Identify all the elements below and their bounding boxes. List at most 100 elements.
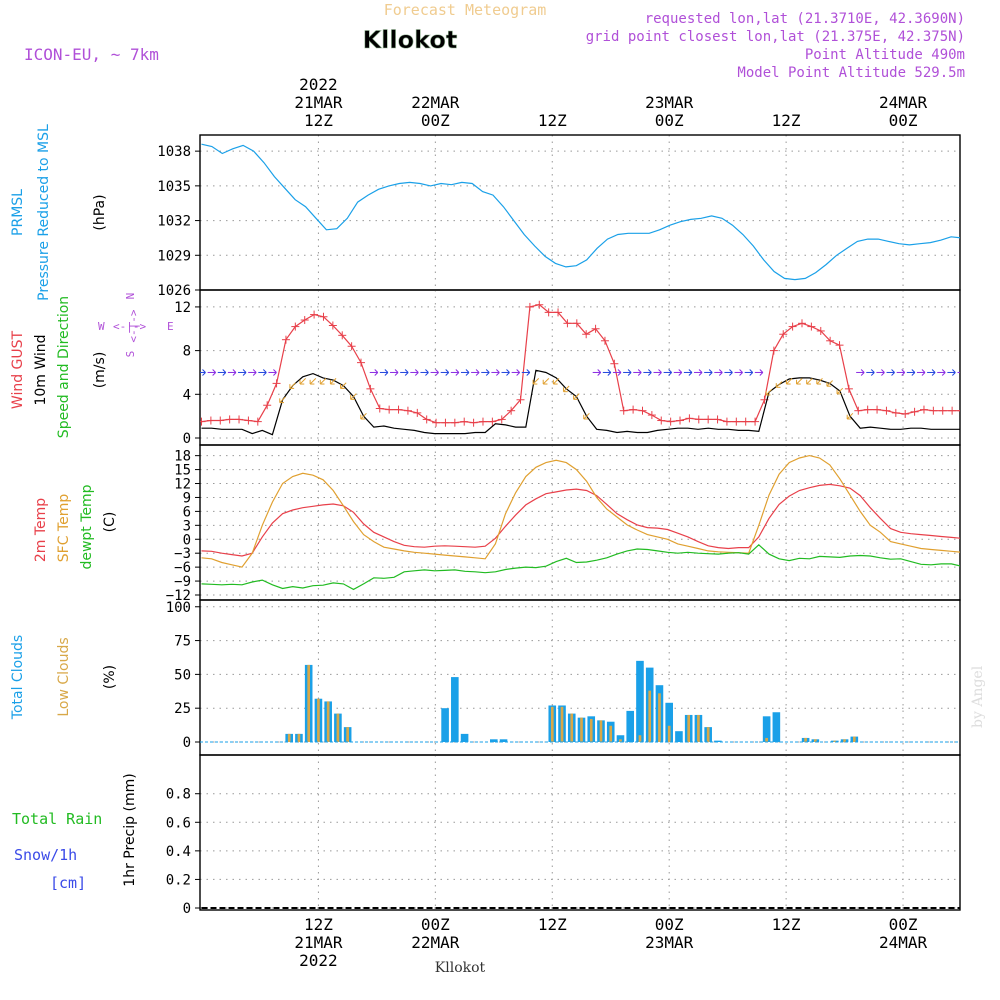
y-tick-label: −6 (174, 560, 191, 576)
wind-barb (299, 378, 307, 385)
bottom-time-label: 00Z (421, 915, 450, 934)
wind-barb (896, 369, 906, 376)
panel-data (200, 660, 960, 743)
wind-barb (826, 380, 833, 387)
wind-barb (846, 412, 854, 420)
gust-point (732, 417, 741, 426)
y-tick-label: 0 (183, 431, 191, 447)
wind-barb (856, 369, 865, 376)
top-time-label: 2022 (299, 75, 338, 94)
low-clouds-bar (687, 714, 691, 742)
gust-point (432, 418, 441, 427)
label-total-rain: Total Rain (12, 810, 102, 828)
panel-5: 0 0.2 0.4 0.6 0.8 Total Rain Snow/1h [cm] 1hr Pr… (12, 754, 961, 917)
wind-barb (511, 369, 520, 376)
gust-point (253, 417, 262, 426)
total-clouds-bar (490, 739, 498, 742)
y-tick-label: −3 (174, 546, 191, 562)
label-unit: (hPa) (92, 194, 108, 230)
gust-point (328, 321, 337, 330)
y-tick-label: −9 (174, 574, 191, 590)
y-tick-label: 0 (183, 532, 191, 548)
gust-point (272, 379, 281, 388)
low-clouds-bar (560, 706, 564, 742)
wind-barb (440, 369, 450, 376)
wind-barb (340, 382, 347, 389)
wind-barb (360, 412, 367, 420)
low-clouds-bar (599, 720, 603, 742)
gust-point (338, 331, 347, 340)
gust-point (582, 330, 591, 339)
gust-point (375, 404, 384, 413)
wind-barb (258, 369, 267, 376)
gust-point (291, 322, 300, 331)
wind-barb (532, 378, 540, 385)
low-clouds-bar (609, 725, 613, 742)
wind-barb (704, 369, 713, 376)
wind-barb (947, 369, 956, 376)
gust-point (610, 359, 619, 368)
wind-barb (886, 369, 895, 376)
gust-point (469, 418, 478, 427)
y-tick-label: 25 (174, 701, 191, 717)
bottom-time-label: 2022 (299, 951, 338, 970)
gust-point (460, 417, 469, 426)
y-tick-label: 12 (174, 477, 191, 493)
model-label: ICON-EU, ~ 7km (24, 45, 159, 64)
total-clouds-bar (665, 702, 673, 742)
bottom-time-label: 00Z (889, 915, 918, 934)
wind-barb (329, 378, 337, 385)
low-clouds-bar (697, 714, 700, 742)
wind-barb (694, 369, 703, 376)
gust-point (281, 335, 290, 344)
wind-barb (906, 369, 916, 376)
gust-point (788, 322, 797, 331)
wind-barb (552, 378, 560, 385)
gust-point (882, 406, 891, 415)
wind-barb (583, 412, 590, 420)
wind-barb (460, 369, 470, 376)
gust-point (488, 417, 497, 426)
gust-point (422, 415, 431, 424)
panel-2: 0 4 8 12 Wind GUST 10m Wind Speed and Directio… (10, 289, 961, 447)
y-tick-label: 0.6 (166, 815, 191, 831)
panel-data (201, 143, 960, 281)
grid-point-coords: grid point closest lon,lat (21.375E, 42.… (586, 29, 965, 45)
top-time-label: 21MAR (294, 93, 343, 112)
gust-point (554, 308, 563, 317)
y-tick-label: 0.4 (166, 844, 191, 860)
low-clouds-bar (852, 736, 856, 742)
model-point-altitude: Model Point Altitude 529.5m (737, 65, 965, 81)
panel-frame (199, 754, 961, 911)
gust-point (835, 341, 844, 350)
top-time-label: 12Z (772, 111, 801, 130)
y-tick-label: 0.8 (166, 787, 191, 803)
y-tick-label: 1026 (157, 283, 191, 299)
wind-barb (734, 369, 743, 376)
total-clouds-bar (441, 708, 449, 742)
low-clouds-bar (765, 737, 768, 742)
wind-barb (279, 396, 286, 404)
wind-barb (200, 369, 206, 376)
gust-point (310, 310, 319, 319)
gust-point (741, 417, 750, 426)
y-tick-label: 4 (183, 387, 191, 403)
panel-data (201, 454, 960, 591)
label-10m-wind: 10m Wind (33, 334, 49, 405)
panel-frame (199, 134, 961, 291)
top-time-label: 23MAR (645, 93, 694, 112)
gust-point (572, 319, 581, 328)
wind-barb (623, 369, 632, 376)
wind-barb (390, 369, 399, 376)
low-clouds-bar (619, 739, 622, 742)
wind-barb (796, 378, 803, 385)
gust-point (516, 395, 525, 404)
gust-point (938, 406, 947, 415)
wind-barb (289, 382, 296, 389)
wind-barb (714, 369, 723, 376)
wind-barb (491, 369, 500, 376)
requested-coords: requested lon,lat (21.3710E, 42.3690N) (645, 11, 965, 27)
label-prmsl: PRMSL (10, 189, 26, 236)
